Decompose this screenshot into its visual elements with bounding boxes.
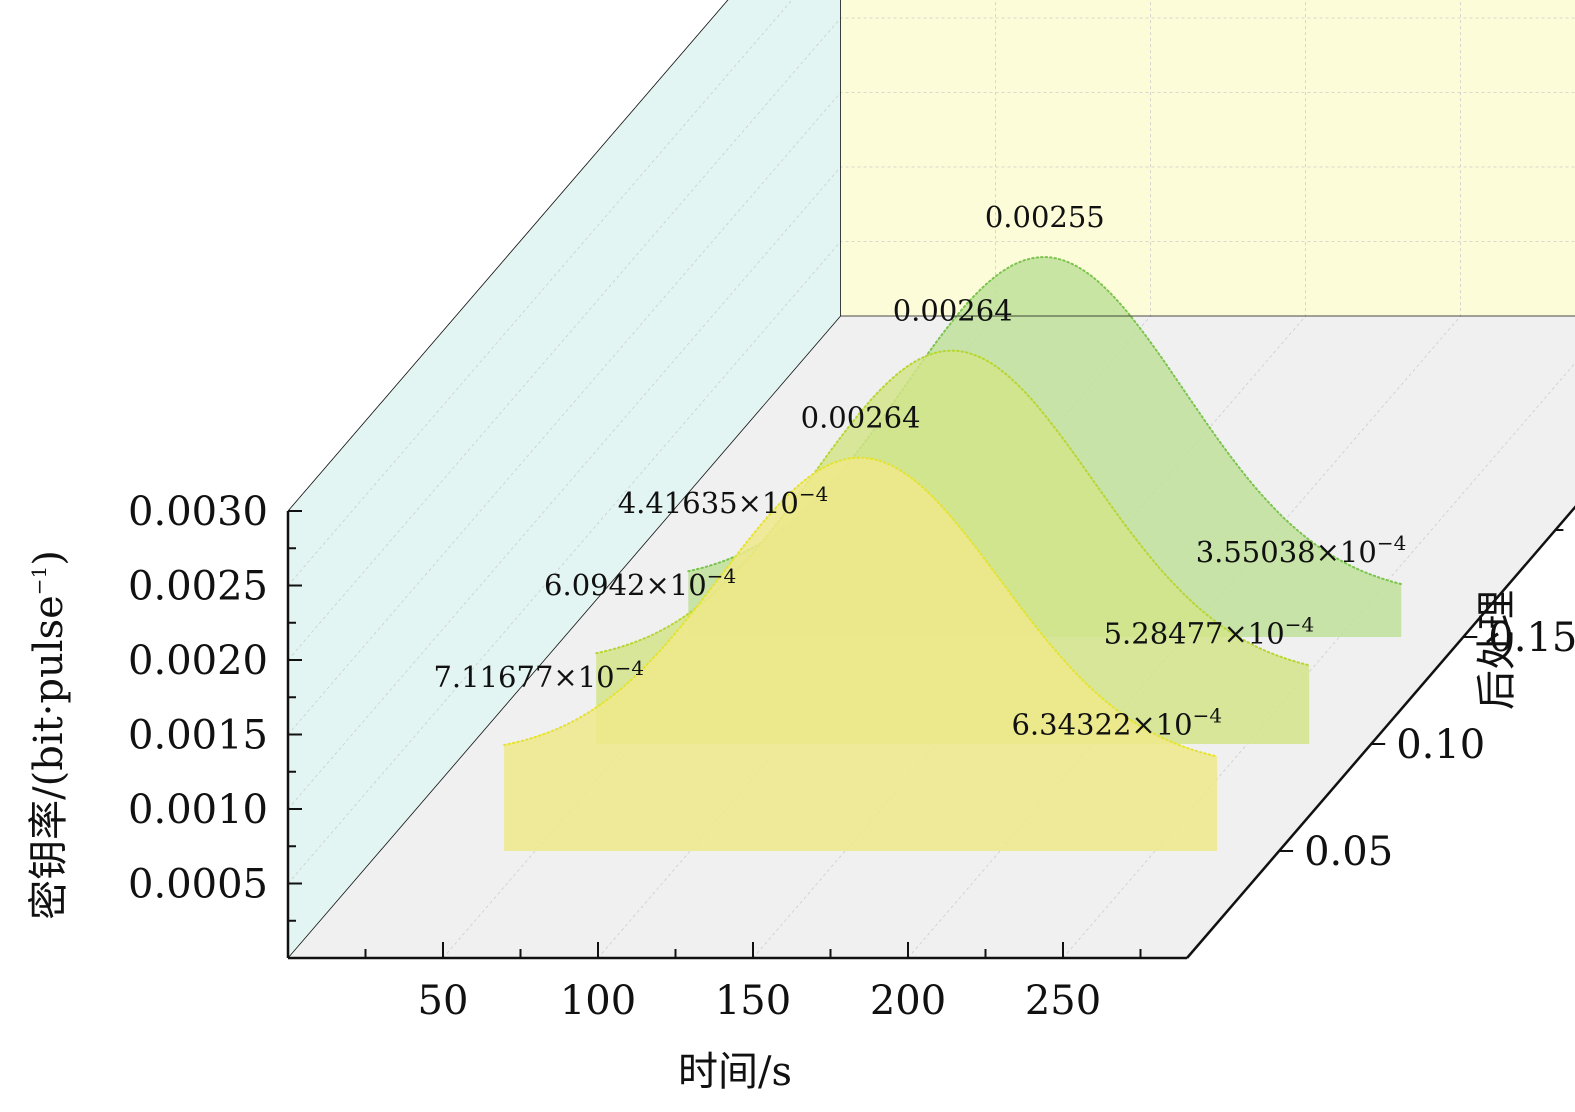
y-tick-label: 0.0015 [128,713,268,759]
back-wall-plane [840,0,1575,316]
side-top-edge [287,0,729,512]
x-tick-label: 100 [560,978,636,1024]
y-axis-title-sup: −1 [27,566,51,595]
y-tick-label: 0.0020 [128,638,268,684]
y-tick-label: 0.0025 [128,564,268,610]
z-tick-label: 0.15 [1488,615,1575,661]
chart-labels: 0.00255 4.41635×10−4 3.55038×10−4 0.00264 6.… [433,200,1406,741]
svg-text:密钥率/(bit·pulse−1): 密钥率/(bit·pulse−1) [26,550,72,920]
y-gridline [287,0,793,586]
chart-series [503,255,1403,851]
series-line [503,456,1219,758]
y-axis-title: 密钥率/(bit·pulse−1) [26,550,72,920]
y-axis-title-close: ) [26,550,72,566]
side-floor-edge [287,315,841,959]
side-wall-plane [288,0,841,958]
y-tick-label: 0.0010 [128,787,268,833]
x-axis-title: 时间/s [678,1049,792,1095]
start-label: 6.0942×10−4 [544,564,736,602]
end-label: 5.28477×10−4 [1104,612,1315,650]
y-tick-label: 0.0030 [128,489,268,535]
x-tick-label: 50 [418,978,469,1024]
end-label: 6.34322×10−4 [1011,703,1222,741]
x-tick-label: 150 [715,978,791,1024]
x-tick-label: 200 [870,978,946,1024]
z-axis-title: 后处理 [1474,590,1520,710]
series-0.05 [503,456,1219,851]
y-axis-title-main: 密钥率/(bit·pulse [26,595,72,920]
end-label: 3.55038×10−4 [1196,531,1407,569]
z-tick-label: 0.10 [1396,722,1485,768]
svg-text:后处理: 后处理 [1474,590,1520,710]
y-tick-label: 0.0005 [128,862,268,908]
start-label: 4.41635×10−4 [618,482,829,520]
chart-axes: 50 100 150 200 250 0.0005 0.0010 0.0015 0.0020 0.… [128,0,1575,1024]
peak-label: 0.00264 [893,294,1013,328]
peak-label: 0.00255 [985,200,1105,234]
start-label: 7.11677×10−4 [433,656,644,694]
peak-label: 0.00264 [801,401,921,435]
series-area [504,457,1218,851]
z-tick-label: 0.05 [1304,829,1393,875]
x-tick-label: 250 [1025,978,1101,1024]
